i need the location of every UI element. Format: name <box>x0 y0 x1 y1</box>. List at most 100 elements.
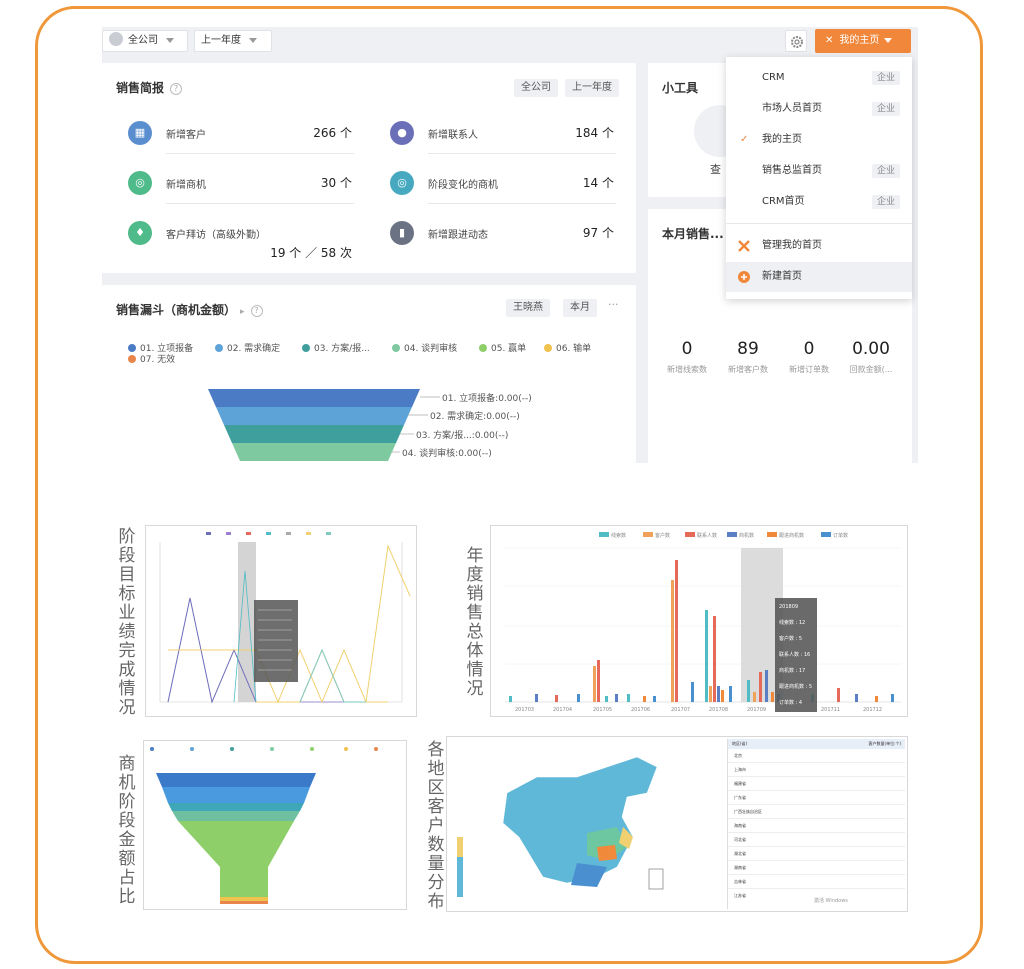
dropdown-item-label: CRM <box>762 72 785 83</box>
x-tick: 201711 <box>821 707 840 713</box>
location-icon: ♦ <box>128 221 152 245</box>
my-home-label: 我的主页 <box>839 35 880 46</box>
metric-value-new-opportunities[interactable]: 30 个 <box>320 176 352 190</box>
enterprise-badge: 企业 <box>871 102 900 116</box>
metric-value-new-contacts[interactable]: 184 个 <box>575 126 614 140</box>
manage-home-label: 管理我的首页 <box>762 240 822 251</box>
table-row[interactable]: 湖北省 <box>728 847 905 861</box>
target-icon: ◎ <box>128 171 152 195</box>
dropdown-item-my-home[interactable]: ✓ 我的主页 <box>726 125 912 155</box>
sales-funnel-card: 销售漏斗（商机金额） ▸? 王晓燕 本月 ··· 01. 立项报备 02. 需求确… <box>102 285 636 463</box>
stat-leads[interactable]: 0 <box>681 339 693 359</box>
legend-item[interactable]: 05. 赢单 <box>479 341 526 354</box>
more-icon[interactable]: ··· <box>608 298 619 311</box>
tooltip-title: 201809 <box>779 604 798 610</box>
tag-period[interactable]: 上一年度 <box>565 79 619 97</box>
period-select-value: 上一年度 <box>201 35 241 46</box>
gear-icon <box>791 36 803 48</box>
metric-value-new-customers[interactable]: 266 个 <box>313 126 352 140</box>
tag-month[interactable]: 本月 <box>563 299 597 317</box>
sales-brief-title: 销售简报? <box>116 79 183 96</box>
table-row[interactable]: 北京 <box>728 749 905 763</box>
opportunity-stage-funnel <box>143 740 407 910</box>
shuffle-icon: ✕ <box>825 35 834 46</box>
table-row[interactable]: 广东省 <box>728 791 905 805</box>
metric-value-followups[interactable]: 97 个 <box>582 226 614 240</box>
map-region[interactable] <box>597 845 617 861</box>
stat-orders[interactable]: 0 <box>803 339 815 359</box>
stat-orders-label: 新增订单数 <box>789 365 829 374</box>
map-region[interactable] <box>587 827 627 861</box>
funnel-title-text: 销售漏斗（商机金额） <box>116 303 237 317</box>
stat-payments-label: 回款金额(... <box>849 365 893 374</box>
table-row[interactable]: 河北省 <box>728 833 905 847</box>
metric-value-visits[interactable]: 19 个 ／ 58 次 <box>270 246 352 260</box>
check-icon: ✓ <box>740 134 749 145</box>
legend-dot <box>128 343 136 352</box>
stat-payments[interactable]: 0.00 <box>852 339 890 359</box>
annual-sales-chart: 线索数 客户数 联系人数 商机数 跟进商机数 订单数 201809 线索数 : … <box>490 525 908 717</box>
table-row[interactable]: 福建省 <box>728 777 905 791</box>
funnel-title: 销售漏斗（商机金额） ▸? <box>116 301 263 318</box>
legend-item[interactable]: 04. 谈判审核 <box>392 341 457 354</box>
divider <box>428 153 616 154</box>
metric-label-new-opportunities: 新增商机 <box>166 180 206 191</box>
metric-value-stage-changed[interactable]: 14 个 <box>582 176 614 190</box>
manage-home-item[interactable]: 管理我的首页 <box>726 231 912 261</box>
legend-item[interactable]: 02. 需求确定 <box>215 341 280 354</box>
caret-down-icon <box>884 37 893 43</box>
table-row[interactable]: 上海市 <box>728 763 905 777</box>
help-icon[interactable]: ? <box>250 304 263 317</box>
x-tick: 201709 <box>747 707 766 713</box>
monthly-title: 本月销售... <box>662 227 724 241</box>
bar-chart-icon: ▮ <box>390 221 414 245</box>
legend-item[interactable]: 03. 方案/报... <box>302 341 370 354</box>
funnel-stage-1[interactable] <box>208 389 420 407</box>
legend-label: 04. 谈判审核 <box>404 344 458 354</box>
table-row[interactable]: 广西壮族自治区 <box>728 805 905 819</box>
help-icon[interactable]: ? <box>170 82 183 95</box>
company-select[interactable]: 全公司 <box>102 30 188 52</box>
tag-company[interactable]: 全公司 <box>514 79 558 97</box>
dropdown-item-label: 销售总监首页 <box>762 165 822 176</box>
divider <box>428 203 616 204</box>
map-region[interactable] <box>571 863 607 887</box>
label-stage-target: 阶段目标业绩完成情况 <box>118 527 136 718</box>
legend-item[interactable]: 01. 立项报备 <box>128 341 193 354</box>
stat-customers[interactable]: 89 <box>737 339 759 359</box>
x-tick: 201708 <box>709 707 728 713</box>
x-tick: 201707 <box>671 707 690 713</box>
tooltip-line: 联系人数 : 16 <box>779 651 810 658</box>
dropdown-item-crm[interactable]: CRM 企业 <box>726 63 912 93</box>
tooltip-line: 跟进商机数 : 5 <box>779 683 812 690</box>
table-row[interactable]: 吉林省 <box>728 875 905 889</box>
legend-dot <box>392 343 400 352</box>
table-row[interactable]: 湖南省 <box>728 861 905 875</box>
legend-label: 06. 输单 <box>556 344 592 354</box>
period-select[interactable]: 上一年度 <box>194 30 272 52</box>
legend-item[interactable]: 06. 输单 <box>544 341 591 354</box>
legend-label: 07. 无效 <box>140 355 176 365</box>
map-region[interactable] <box>619 827 633 849</box>
my-home-button[interactable]: ✕ 我的主页 <box>815 29 911 53</box>
new-home-item[interactable]: 新建首页 <box>726 262 912 292</box>
table-header: 地区(省) 客户数量(单位:个) <box>728 739 905 749</box>
legend-item[interactable]: 07. 无效 <box>128 352 175 365</box>
legend-text: 联系人数 <box>697 532 717 539</box>
dropdown-item-marketing[interactable]: 市场人员首页 企业 <box>726 94 912 124</box>
divider <box>166 153 354 154</box>
dropdown-item-crm-home[interactable]: CRM首页 企业 <box>726 187 912 217</box>
divider <box>166 203 354 204</box>
funnel-stage-3[interactable] <box>224 425 404 443</box>
tooltip <box>254 600 298 682</box>
person-icon: ● <box>390 121 414 145</box>
funnel-stage-4[interactable] <box>232 443 396 461</box>
settings-button[interactable] <box>785 30 807 52</box>
tag-owner[interactable]: 王晓燕 <box>506 299 550 317</box>
table-row[interactable]: 海南省 <box>728 819 905 833</box>
metric-label-visits: 客户拜访（高级外勤） <box>166 230 266 241</box>
dropdown-item-sales-director[interactable]: 销售总监首页 企业 <box>726 156 912 186</box>
header-count: 客户数量(单位:个) <box>868 741 901 746</box>
funnel-stage-2[interactable] <box>216 407 412 425</box>
table-row[interactable]: 江苏省 <box>734 893 746 898</box>
